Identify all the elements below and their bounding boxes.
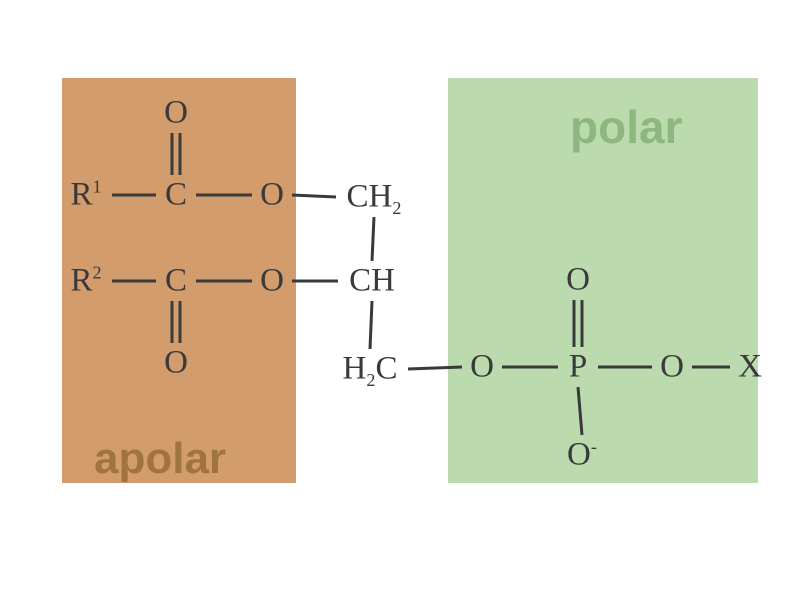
bond-layer [0,0,800,600]
apolar-label: apolar [94,434,226,484]
atom-OPneg: O- [567,437,597,474]
atom-R2: R2 [70,263,101,300]
atom-CH2a: CH2 [347,179,402,216]
atom-P: P [569,349,587,386]
atom-X: X [738,349,762,386]
atom-C1: C [165,177,187,214]
atom-O1db: O [164,95,188,132]
polar-label: polar [570,100,682,154]
atom-OPdb: O [566,262,590,299]
diagram-canvas: R1 C O O CH2 R2 C O O CH H2C O P O O- O X apolar polar [0,0,800,600]
atom-O2db: O [164,345,188,382]
atom-CH: CH [349,263,395,300]
atom-R1: R1 [70,177,101,214]
atom-H2C: H2C [343,351,398,388]
atom-O2: O [260,263,284,300]
atom-C2: C [165,263,187,300]
atom-O3: O [470,349,494,386]
atom-O1: O [260,177,284,214]
atom-O4: O [660,349,684,386]
